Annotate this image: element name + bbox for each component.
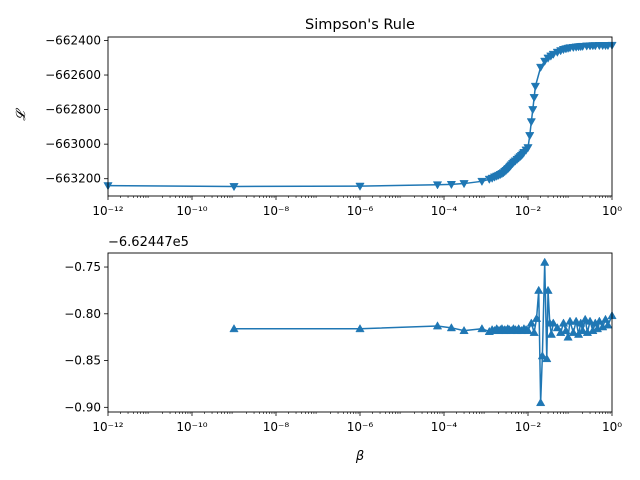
bottom-data-point	[580, 314, 590, 323]
top-chart-title: Simpson's Rule	[305, 17, 415, 33]
top-x-tick-label: 10⁻¹⁰	[176, 204, 207, 218]
bottom-y-tick-label: −0.90	[64, 400, 101, 414]
bottom-x-tick-label: 10⁻⁸	[263, 420, 290, 434]
top-data-point	[432, 181, 443, 190]
bottom-data-point	[477, 324, 487, 333]
top-data-point	[526, 118, 536, 127]
top-data-point	[536, 63, 546, 72]
bottom-data-point	[585, 316, 595, 325]
top-axes-frame	[107, 36, 613, 197]
bottom-y-tick-label: −0.80	[64, 307, 101, 321]
top-y-tick-label: −662600	[45, 68, 101, 82]
bottom-x-tick-label: 10⁰	[602, 420, 622, 434]
top-x-tick-label: 10⁻¹²	[92, 204, 123, 218]
bottom-data-point	[546, 329, 556, 338]
bottom-data-point	[229, 324, 239, 333]
top-data-point	[446, 181, 457, 190]
bottom-y-offset-label: −6.62447e5	[108, 235, 189, 250]
top-x-tick-label: 10⁻⁶	[347, 204, 374, 218]
bottom-data-point	[568, 327, 578, 336]
top-y-tick-label: −662400	[45, 33, 101, 47]
top-x-tick-label: 10⁰	[602, 204, 622, 218]
top-y-tick-label: −662800	[45, 103, 101, 117]
bottom-data-point	[548, 318, 558, 327]
bottom-data-point	[578, 325, 588, 335]
bottom-x-tick-label: 10⁻¹²	[92, 420, 123, 434]
top-data-point	[477, 177, 487, 187]
bottom-x-tick-label: 10⁻²	[515, 420, 542, 434]
top-x-tick-label: 10⁻²	[515, 204, 542, 218]
bottom-x-tick-label: 10⁻¹⁰	[176, 420, 207, 434]
bottom-x-tick-label: 10⁻⁴	[431, 420, 458, 434]
bottom-y-tick-label: −0.85	[64, 354, 101, 368]
bottom-data-point	[534, 285, 544, 294]
bottom-data-point	[571, 316, 581, 325]
bottom-data-point	[523, 325, 533, 335]
bottom-data-point	[542, 353, 552, 363]
bottom-data-point	[531, 313, 542, 322]
bottom-data-point	[536, 397, 546, 407]
bottom-axes-frame	[107, 252, 613, 413]
bottom-data-point	[526, 318, 536, 327]
bottom-data-point	[565, 316, 575, 325]
bottom-data-point	[543, 285, 553, 294]
bottom-data-point	[537, 351, 548, 360]
bottom-x-tick-label: 10⁻⁶	[347, 420, 374, 434]
bottom-data-point	[459, 325, 469, 335]
bottom-y-tick-label: −0.75	[64, 260, 101, 274]
top-data-point	[459, 180, 469, 189]
bottom-data-point	[561, 325, 571, 335]
bottom-data-point	[432, 321, 443, 330]
bottom-x-axis-label: β	[355, 449, 364, 464]
top-x-tick-label: 10⁻⁸	[263, 204, 290, 218]
bottom-data-point	[563, 332, 573, 341]
top-y-tick-label: −663000	[45, 137, 101, 151]
top-data-point	[523, 144, 533, 153]
bottom-plot-area: 10⁻¹² 10⁻¹⁰ 10⁻⁸ 10⁻⁶ 10⁻⁴ 10⁻² 10⁰ −0.75 −0.80 −…	[64, 252, 622, 434]
top-data-point	[355, 182, 365, 191]
top-data-point	[529, 94, 539, 103]
bottom-data-point	[355, 324, 365, 333]
top-data-point	[229, 183, 239, 192]
bottom-data-point	[552, 323, 562, 332]
top-data-point	[528, 106, 538, 115]
top-data-point	[530, 82, 541, 91]
bottom-data-point	[446, 323, 457, 332]
top-x-tick-label: 10⁻⁴	[431, 204, 458, 218]
top-plot-area: 10⁻¹² 10⁻¹⁰ 10⁻⁸ 10⁻⁶ 10⁻⁴ 10⁻² 10⁰ −662400 −662…	[45, 33, 622, 218]
bottom-data-point	[603, 320, 613, 329]
bottom-data-point	[529, 327, 539, 336]
top-data-point	[525, 132, 535, 141]
top-y-tick-label: −663200	[45, 172, 101, 186]
bottom-data-point	[540, 257, 550, 266]
